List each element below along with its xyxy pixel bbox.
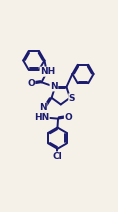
Text: O: O bbox=[64, 113, 72, 122]
Text: O: O bbox=[27, 79, 35, 88]
Text: NH: NH bbox=[40, 67, 55, 76]
Text: S: S bbox=[69, 94, 75, 103]
Text: N: N bbox=[50, 82, 58, 91]
Text: HN: HN bbox=[34, 113, 49, 122]
Text: Cl: Cl bbox=[53, 152, 62, 161]
Text: N: N bbox=[39, 103, 47, 112]
